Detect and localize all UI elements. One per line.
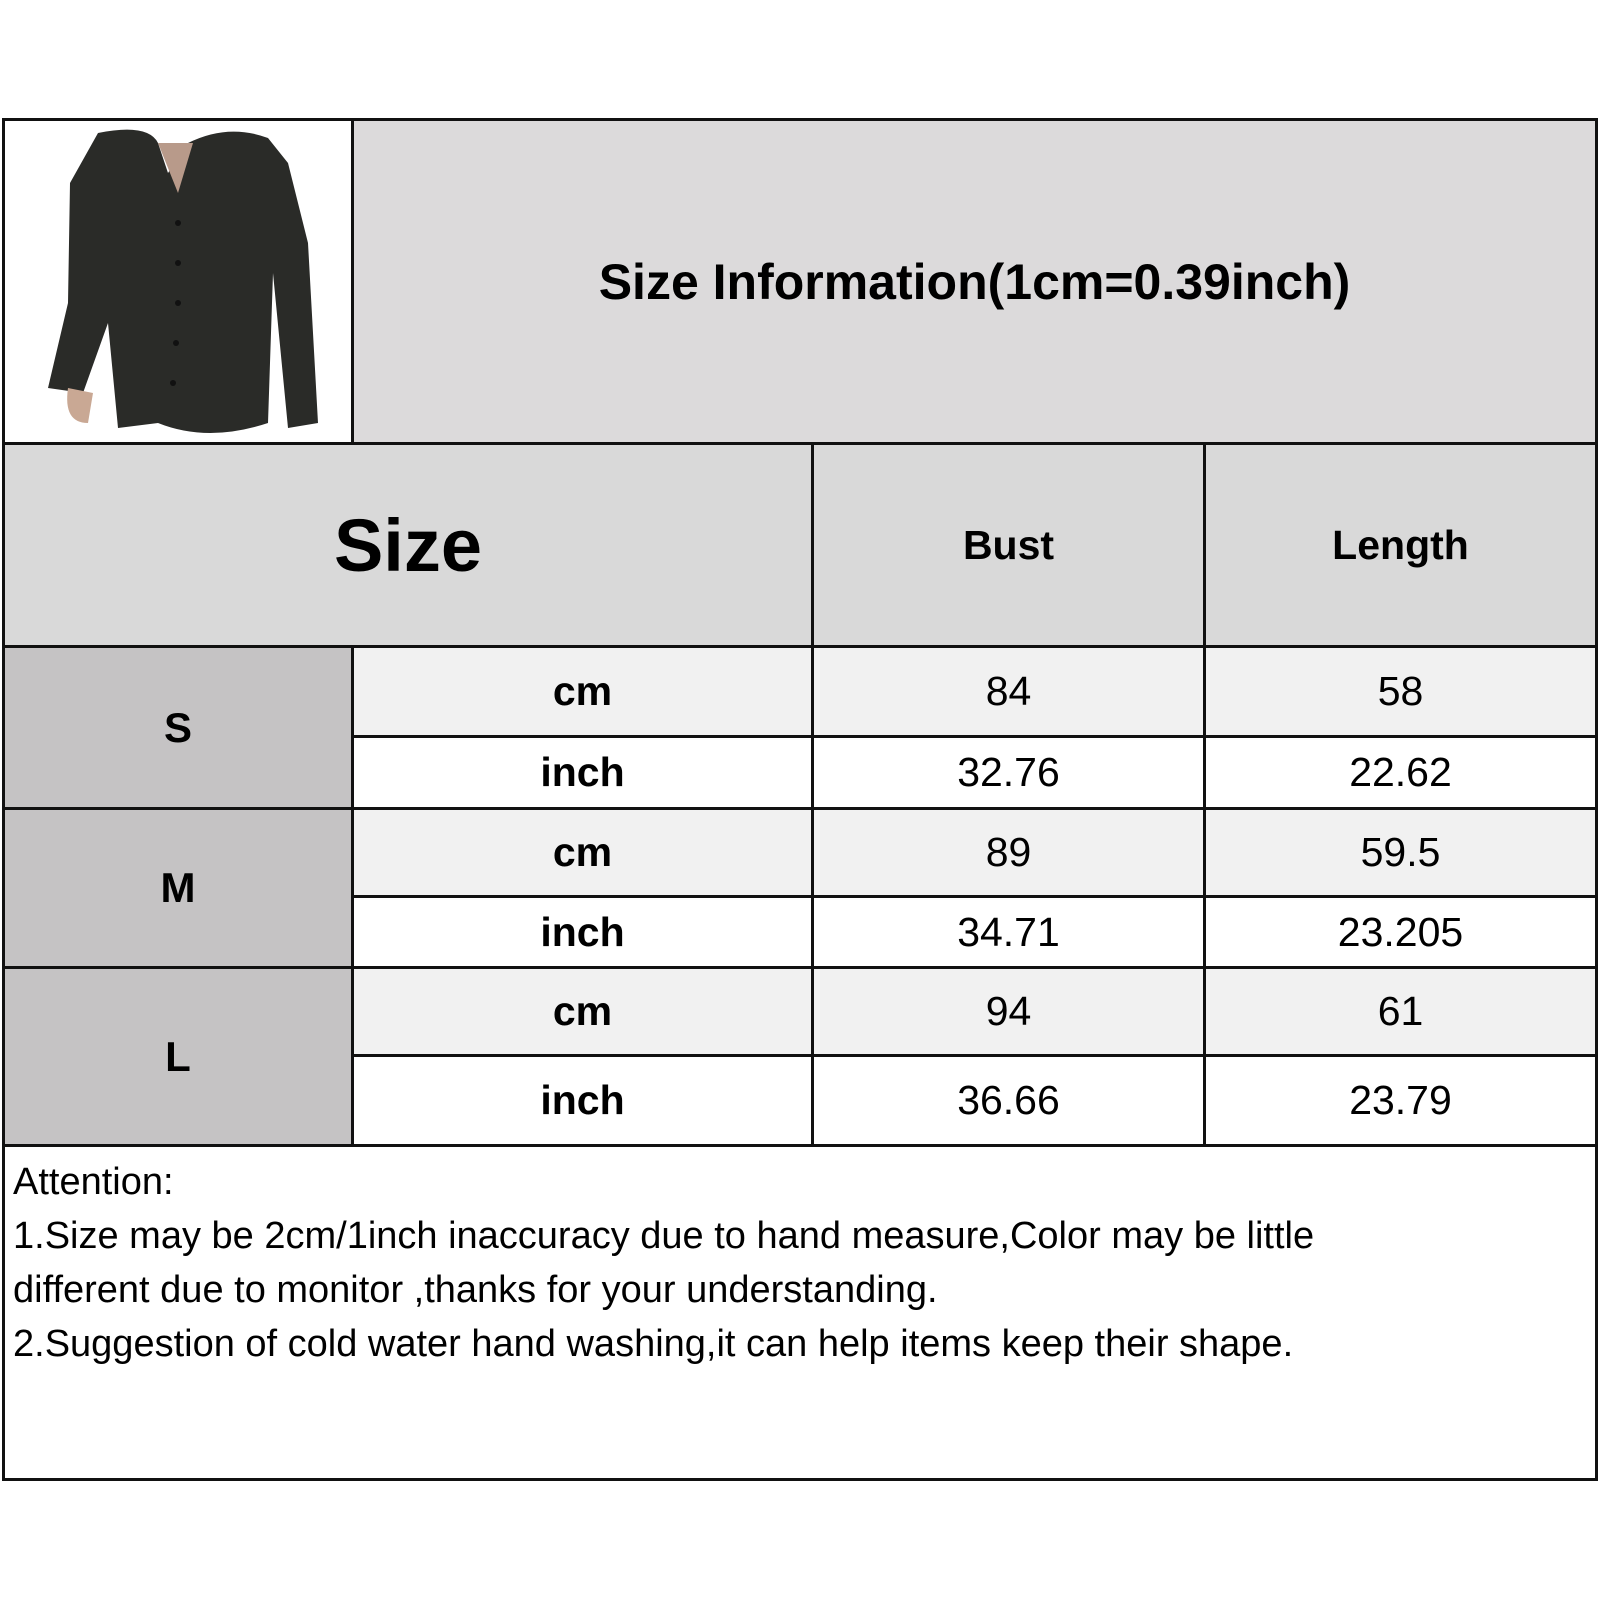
attention-line: 2.Suggestion of cold water hand washing,… <box>13 1323 1294 1365</box>
unit-inch: inch <box>351 895 814 969</box>
product-photo <box>2 118 354 445</box>
length-value: 23.79 <box>1203 1054 1598 1147</box>
header-length: Length <box>1203 442 1598 648</box>
header-size: Size <box>2 442 814 648</box>
bust-value: 36.66 <box>811 1054 1206 1147</box>
unit-cm: cm <box>351 645 814 738</box>
attention-notes: Attention: 1.Size may be 2cm/1inch inacc… <box>2 1144 1598 1481</box>
length-value: 23.205 <box>1203 895 1598 969</box>
attention-heading: Attention: <box>13 1161 174 1203</box>
unit-cm: cm <box>351 966 814 1057</box>
bust-value: 89 <box>811 807 1206 898</box>
length-value: 61 <box>1203 966 1598 1057</box>
size-s: S <box>2 645 354 810</box>
attention-line: different due to monitor ,thanks for you… <box>13 1269 938 1311</box>
length-value: 58 <box>1203 645 1598 738</box>
cardigan-image <box>48 129 318 433</box>
bust-value: 94 <box>811 966 1206 1057</box>
bust-value: 34.71 <box>811 895 1206 969</box>
bust-value: 32.76 <box>811 735 1206 810</box>
unit-inch: inch <box>351 1054 814 1147</box>
size-l: L <box>2 966 354 1147</box>
unit-cm: cm <box>351 807 814 898</box>
size-m: M <box>2 807 354 969</box>
chart-title: Size Information(1cm=0.39inch) <box>351 118 1598 445</box>
length-value: 22.62 <box>1203 735 1598 810</box>
bust-value: 84 <box>811 645 1206 738</box>
unit-inch: inch <box>351 735 814 810</box>
header-bust: Bust <box>811 442 1206 648</box>
title-text: Size Information(1cm=0.39inch) <box>598 253 1351 310</box>
attention-line: 1.Size may be 2cm/1inch inaccuracy due t… <box>13 1215 1315 1257</box>
length-value: 59.5 <box>1203 807 1598 898</box>
